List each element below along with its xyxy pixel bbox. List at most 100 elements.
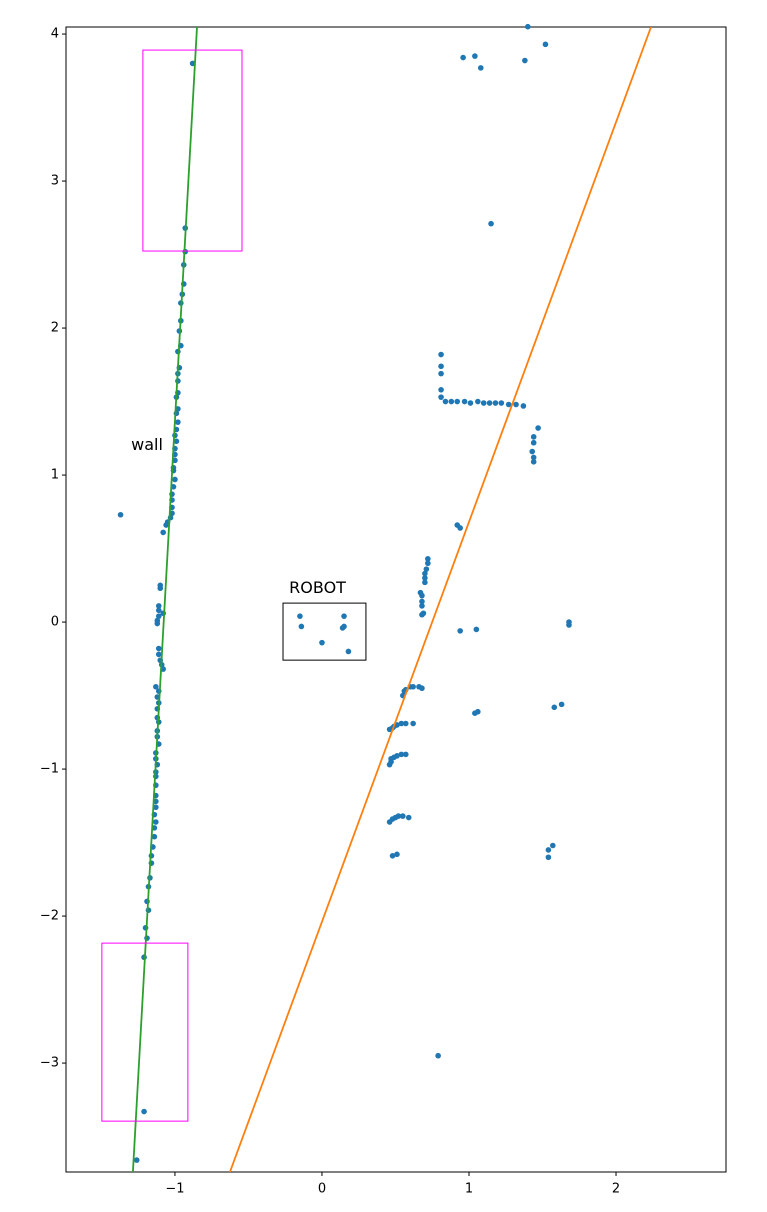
point [545, 847, 552, 853]
point [400, 813, 406, 819]
point [141, 1108, 147, 1115]
point [530, 434, 537, 440]
point [157, 585, 164, 592]
point [422, 579, 428, 586]
fit-line [131, 27, 198, 1172]
region-box [282, 602, 367, 661]
point [422, 570, 428, 577]
point [442, 398, 449, 405]
point [438, 351, 444, 358]
point [422, 575, 428, 581]
point [488, 220, 494, 227]
point [530, 439, 537, 446]
point [297, 613, 303, 619]
point [551, 704, 558, 711]
point [419, 603, 425, 609]
point [419, 685, 425, 692]
point [486, 400, 493, 406]
point [117, 511, 124, 518]
fit-line [229, 27, 652, 1172]
point [475, 398, 481, 405]
point [477, 65, 484, 71]
point [525, 23, 531, 30]
point [435, 1052, 441, 1059]
point [398, 720, 405, 727]
point [498, 400, 505, 406]
point [472, 710, 478, 717]
point [457, 525, 463, 531]
point [467, 400, 474, 406]
point [151, 833, 158, 840]
point [472, 53, 478, 59]
point [389, 852, 396, 859]
point [454, 398, 461, 405]
point [155, 613, 162, 619]
point [492, 400, 499, 406]
point [419, 592, 425, 599]
point [153, 804, 159, 811]
point [513, 401, 519, 408]
point [530, 454, 537, 461]
point [402, 751, 409, 758]
point [345, 648, 352, 655]
point [530, 459, 537, 465]
y-tick-label: 4 [51, 27, 59, 42]
point [545, 854, 552, 861]
point [155, 645, 162, 652]
point [398, 751, 405, 758]
region-box [101, 942, 189, 1122]
x-tick-label: 2 [612, 1182, 620, 1197]
point [558, 701, 565, 708]
point [173, 438, 180, 445]
point [423, 566, 430, 572]
point [153, 683, 159, 690]
point [438, 394, 444, 400]
point [319, 639, 325, 646]
point [163, 522, 169, 528]
point [529, 448, 536, 455]
point [154, 620, 161, 627]
point [438, 363, 444, 370]
point [172, 476, 178, 483]
point [438, 370, 444, 377]
point [341, 613, 347, 619]
point [388, 758, 394, 765]
point [386, 819, 393, 825]
point [153, 819, 159, 825]
y-tick-label: 0 [51, 615, 59, 630]
point [419, 598, 425, 605]
point [175, 419, 181, 425]
point [505, 401, 512, 408]
point [341, 623, 347, 630]
point [419, 611, 425, 618]
y-tick-label: −3 [40, 1056, 59, 1071]
y-tick-label: −1 [40, 762, 59, 777]
point [448, 398, 455, 405]
point [298, 623, 305, 630]
point [155, 651, 162, 658]
point [522, 57, 528, 64]
y-tick-label: 2 [51, 321, 59, 336]
region-box [142, 49, 243, 252]
point [550, 842, 556, 849]
y-tick-label: −2 [40, 909, 59, 924]
annotation: ROBOT [289, 578, 346, 597]
x-tick-label: 1 [465, 1182, 473, 1197]
point [457, 628, 463, 634]
point [405, 814, 412, 821]
point [133, 1157, 140, 1163]
point [520, 403, 527, 409]
x-tick-label: −1 [165, 1182, 184, 1197]
point [160, 529, 166, 536]
plot-frame [65, 26, 727, 1173]
x-tick-label: 0 [318, 1182, 326, 1197]
point [535, 425, 541, 431]
point [394, 851, 400, 858]
point [425, 560, 431, 567]
point [386, 726, 393, 733]
annotation: wall [131, 435, 163, 454]
y-tick-label: 1 [51, 468, 59, 483]
point [461, 398, 468, 405]
point [480, 400, 487, 406]
